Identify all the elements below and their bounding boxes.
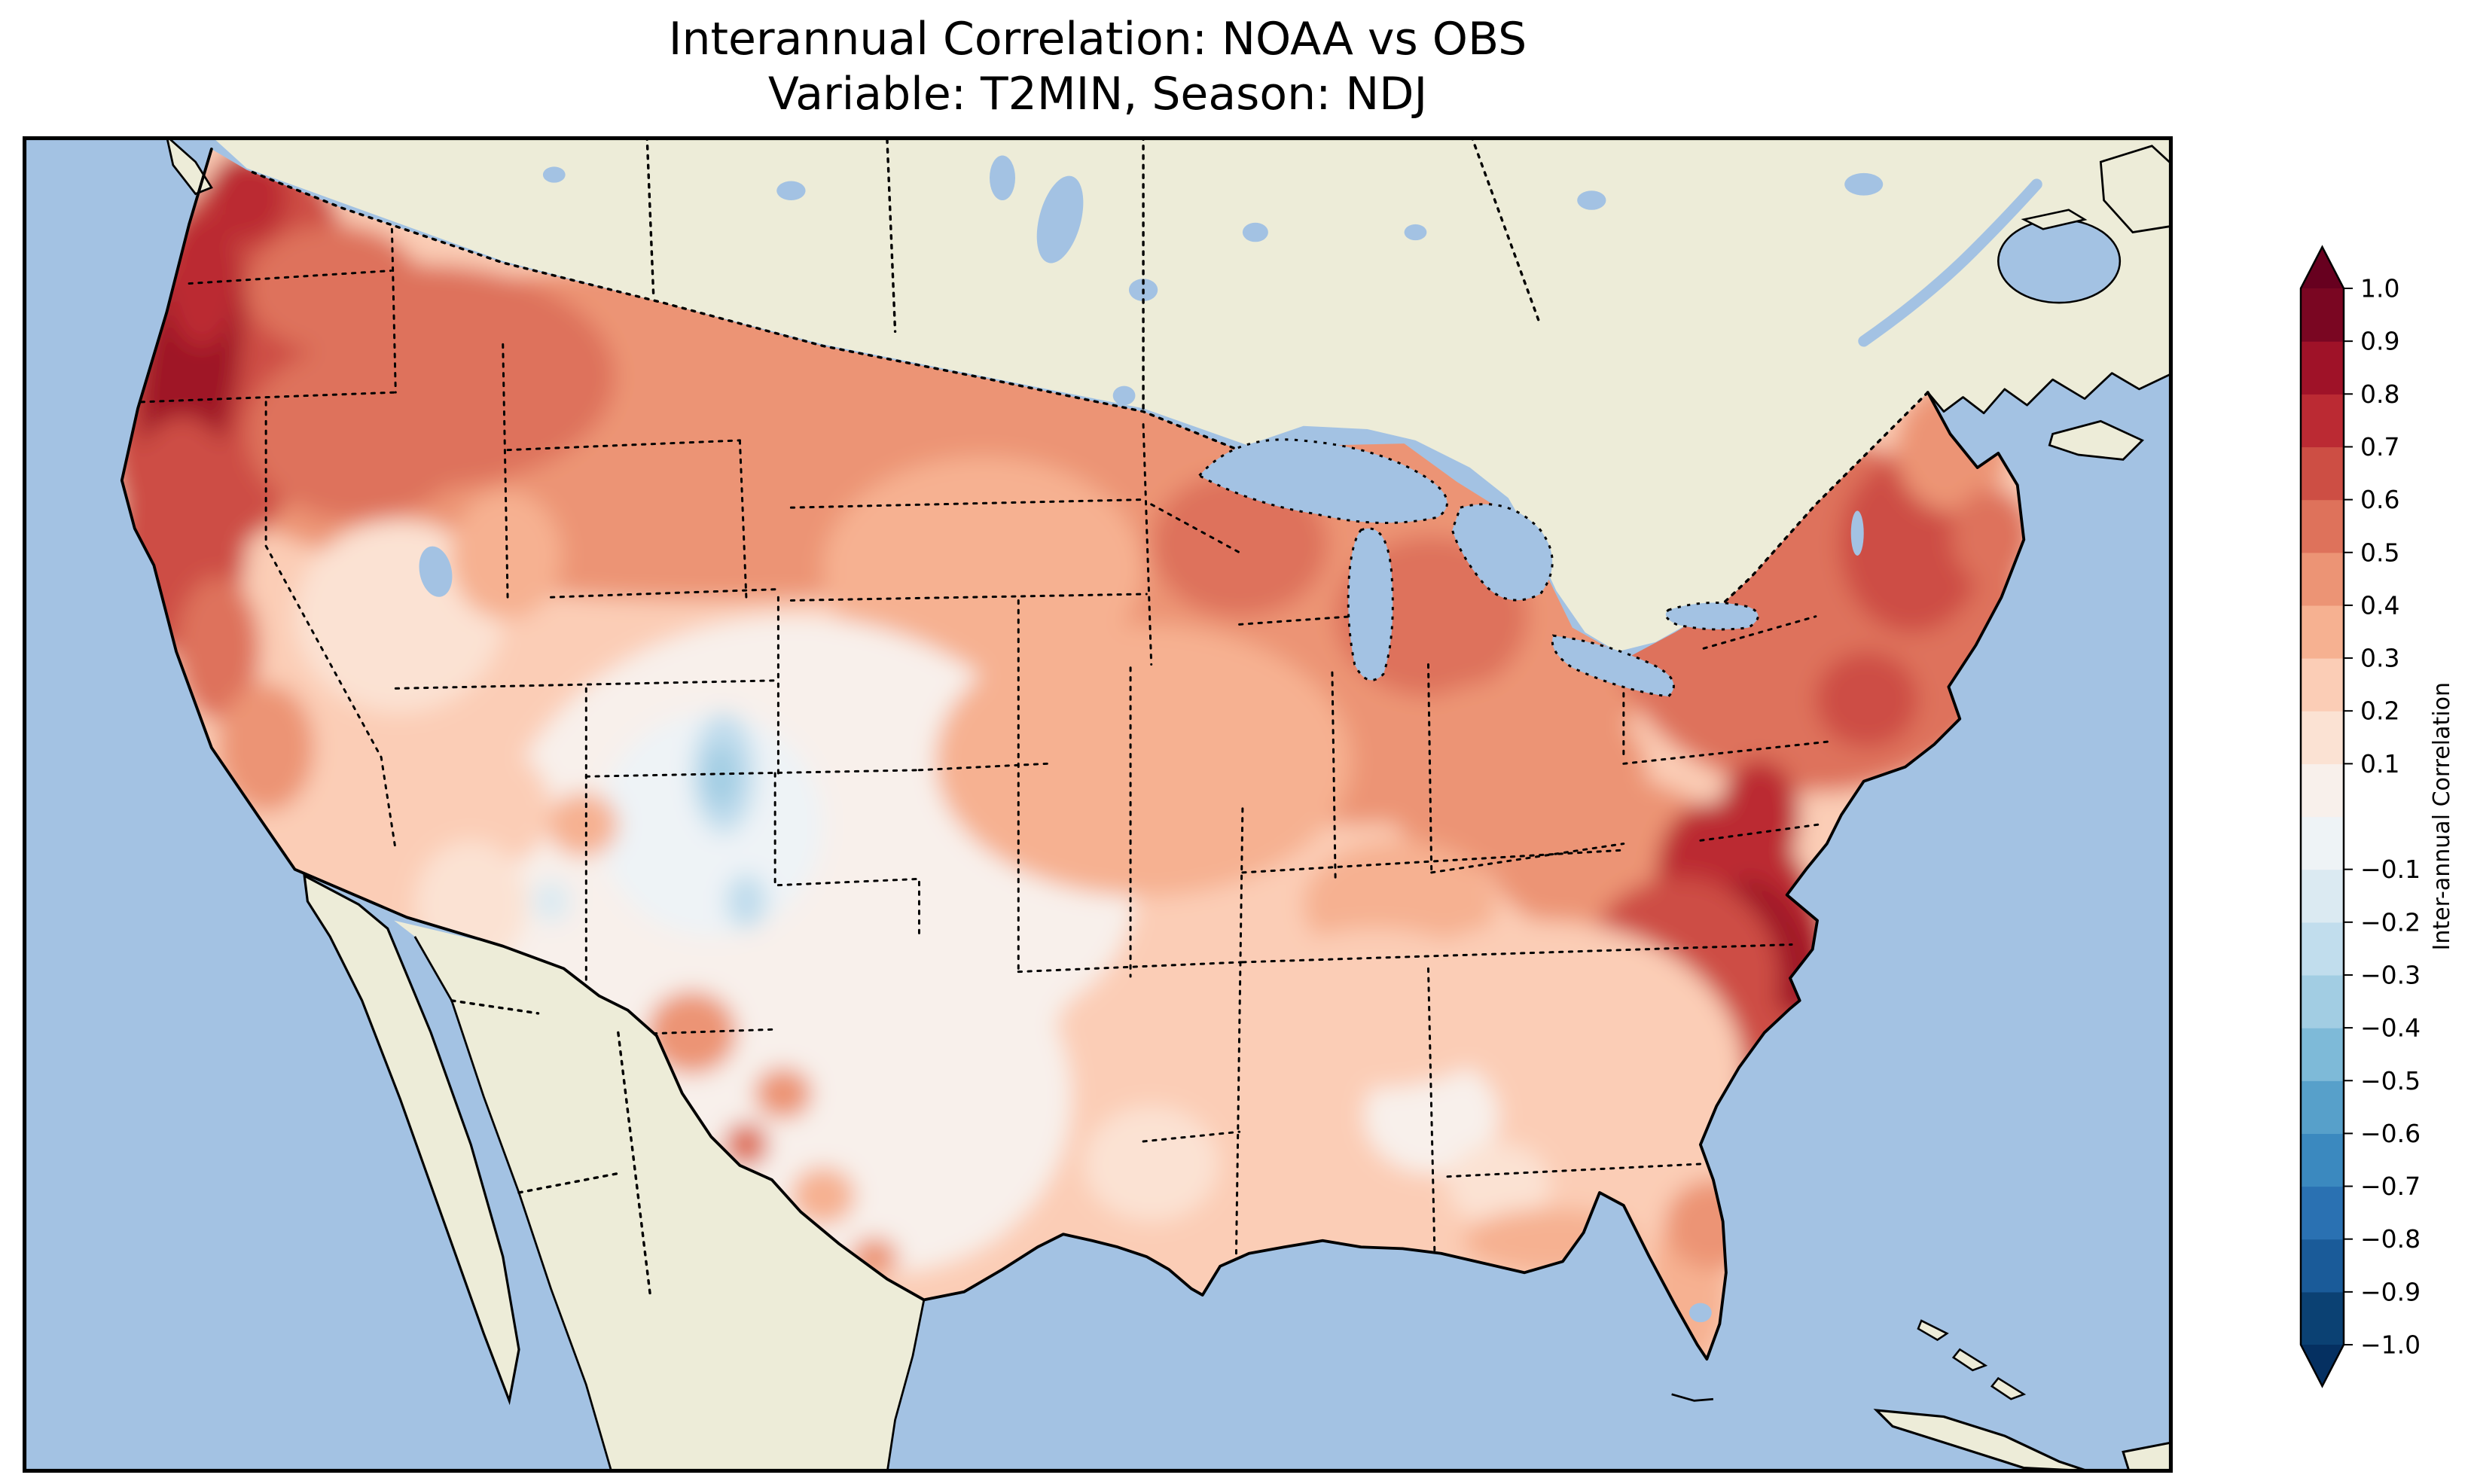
- great-lakes: [1197, 438, 1759, 698]
- mexico-state-borders: [450, 999, 652, 1297]
- lake-superior: [1197, 438, 1448, 524]
- colorbar: 1.0 0.9 0.8 0.7 0.6 0.5 0.4 0.3 0.2 0.1 −0.1 −0.2 −0…: [2289, 243, 2474, 1433]
- colorbar-tick-label: −0.6: [2360, 1119, 2421, 1148]
- colorbar-label: Inter-annual Correlation: [2428, 682, 2455, 951]
- us-canada-border: [245, 168, 1929, 605]
- mexico-landmass: [303, 873, 926, 1473]
- colorbar-tick-label: 0.5: [2360, 538, 2399, 567]
- us-lakes: [419, 385, 1864, 1323]
- colorbar-tick-label: 0.6: [2360, 485, 2399, 514]
- colorbar-tick-label: −0.1: [2360, 855, 2421, 884]
- colorbar-tick-label: 0.8: [2360, 379, 2399, 409]
- islands: [1671, 1319, 2173, 1473]
- province-borders: [645, 136, 1542, 410]
- colorbar-svg: 1.0 0.9 0.8 0.7 0.6 0.5 0.4 0.3 0.2 0.1 −0.1 −0.2 −0…: [2299, 245, 2421, 1388]
- nova-scotia: [2048, 419, 2144, 461]
- lake-of-the-woods: [1112, 385, 1136, 406]
- colorbar-tick-label: −0.3: [2360, 960, 2421, 989]
- lake-erie: [1551, 634, 1675, 698]
- map-frame: [23, 136, 2173, 1473]
- colorbar-tick-label: −0.7: [2360, 1172, 2421, 1201]
- colorbar-tick-label: −0.8: [2360, 1224, 2421, 1254]
- colorbar-tick-label: 0.2: [2360, 696, 2399, 726]
- canadian-lakes: [542, 155, 1884, 301]
- colorbar-tick-label: −1.0: [2360, 1330, 2421, 1360]
- hispaniola: [2122, 1441, 2173, 1473]
- colorbar-tick-label: 0.9: [2360, 327, 2399, 356]
- bahamas-3: [1990, 1376, 2027, 1400]
- anticosti-island: [2021, 209, 2088, 230]
- colorbar-tick-label: 0.7: [2360, 432, 2399, 462]
- newfoundland: [2099, 145, 2173, 234]
- colorbar-tick-label: −0.5: [2360, 1066, 2421, 1095]
- florida-keys: [1671, 1393, 1713, 1402]
- colorbar-tick-label: 0.4: [2360, 590, 2399, 620]
- lake-champlain: [1850, 510, 1864, 556]
- colorbar-tick-label: 0.3: [2360, 644, 2399, 673]
- canada-landmass: [165, 136, 2173, 652]
- lake-michigan: [1347, 527, 1394, 681]
- lake-okeechobee: [1688, 1303, 1712, 1323]
- great-salt-lake: [419, 546, 453, 597]
- title-line1: Interannual Correlation: NOAA vs OBS: [668, 13, 1527, 66]
- st-lawrence-river: [1858, 178, 2042, 347]
- gulf-of-st-lawrence: [1997, 218, 2122, 304]
- us-coastline: [120, 148, 2026, 1361]
- bahamas-1: [1917, 1319, 1949, 1342]
- colorbar-label-wrap: Inter-annual Correlation: [2419, 288, 2464, 1345]
- us-correlation-map: [23, 136, 2173, 1473]
- colorbar-tick-label: −0.2: [2360, 907, 2421, 937]
- state-borders: [139, 180, 1833, 1258]
- map-panel: [23, 136, 2173, 1473]
- baja-california: [303, 873, 520, 1406]
- title-line2: Variable: T2MIN, Season: NDJ: [767, 68, 1428, 121]
- colorbar-tick-label: −0.9: [2360, 1277, 2421, 1306]
- colorbar-tick-label: −0.4: [2360, 1013, 2421, 1043]
- figure-title: Interannual Correlation: NOAA vs OBS Var…: [23, 12, 2173, 122]
- vancouver-island: [165, 136, 213, 196]
- colorbar-tick-label: 0.1: [2360, 749, 2399, 779]
- lake-ontario: [1664, 602, 1759, 631]
- bahamas-2: [1951, 1348, 1988, 1372]
- lake-huron: [1451, 503, 1554, 602]
- colorbar-tick-label: 1.0: [2360, 274, 2399, 303]
